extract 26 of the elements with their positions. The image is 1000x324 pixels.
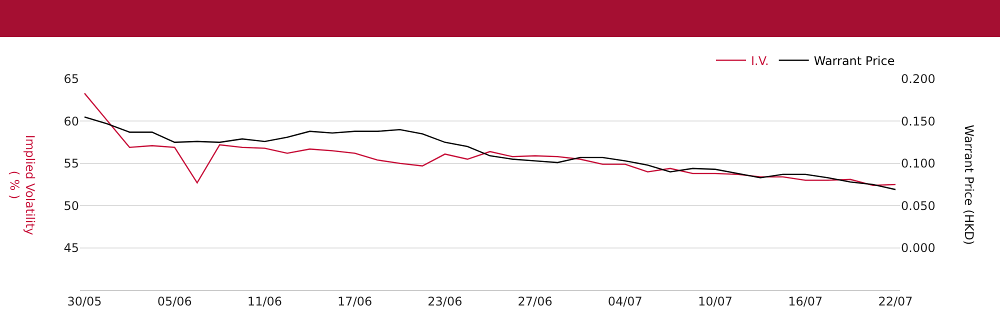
y2-tick-label: 0.200	[901, 72, 936, 86]
x-tick-label: 04/07	[608, 294, 642, 308]
x-tick-label: 11/06	[247, 294, 282, 308]
y-tick-label: 65	[64, 72, 79, 86]
x-tick-label: 17/06	[338, 294, 372, 308]
y-tick-label: 45	[64, 241, 79, 255]
x-tick-label: 16/07	[788, 294, 823, 308]
y-axis-title: Implied Volatility ( % )	[8, 134, 38, 236]
y-tick-label: 50	[64, 198, 79, 213]
y2-tick-label: 0.000	[901, 241, 936, 255]
y2-tick-label: 0.050	[901, 198, 936, 213]
x-tick-label: 05/06	[157, 294, 192, 308]
y-tick-label: 60	[64, 114, 79, 128]
x-tick-label: 23/06	[428, 294, 462, 308]
y-tick-label: 55	[64, 156, 79, 171]
x-tick-label: 27/06	[518, 294, 552, 308]
y2-axis-title: Warrant Price (HKD)	[962, 124, 976, 245]
y2-tick-label: 0.150	[901, 114, 936, 128]
x-tick-label: 30/05	[67, 294, 102, 308]
y2-tick-label: 0.100	[901, 156, 936, 171]
x-tick-label: 10/07	[698, 294, 733, 308]
legend-label: I.V.	[751, 54, 769, 68]
line-series	[84, 116, 896, 190]
line-series	[84, 92, 896, 186]
x-tick-label: 22/07	[878, 294, 913, 308]
legend-label: Warrant Price	[814, 54, 895, 68]
